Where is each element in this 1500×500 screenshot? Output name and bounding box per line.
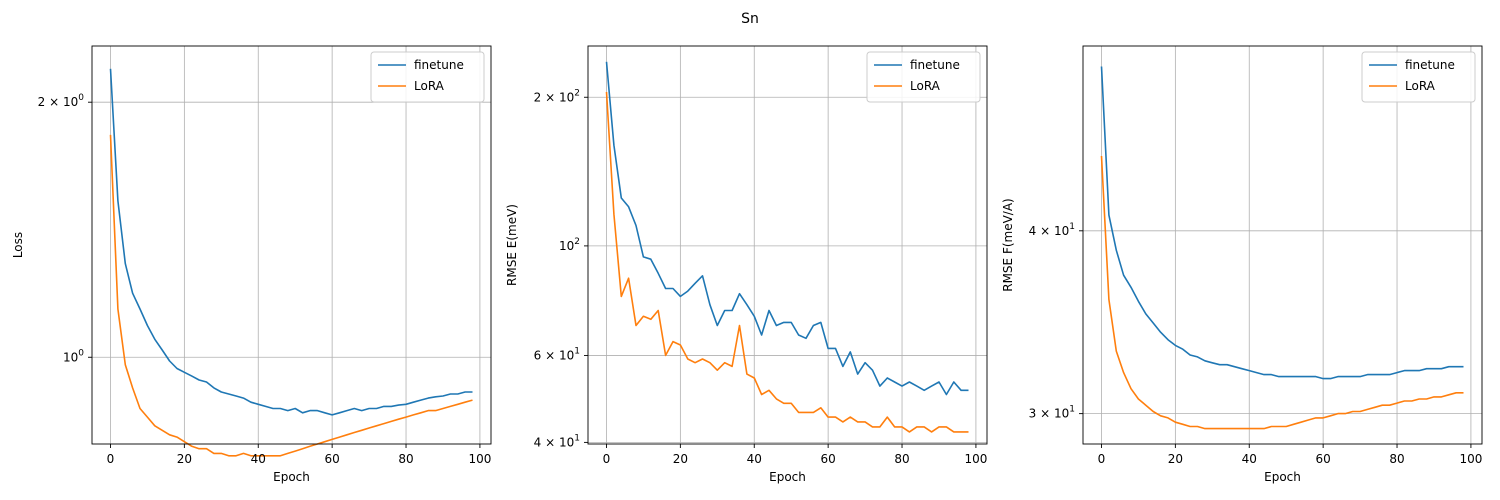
y-tick-label-base: 2 × 10 xyxy=(38,95,79,109)
y-tick-label-exponent: 1 xyxy=(1069,405,1075,415)
legend-label-finetune: finetune xyxy=(414,58,464,72)
y-tick-label: 2 × 100 xyxy=(38,93,85,109)
y-tick-label-base: 10 xyxy=(559,239,574,253)
x-axis-label: Epoch xyxy=(769,470,806,484)
series-line-finetune xyxy=(109,68,473,416)
y-tick-label-base: 6 × 10 xyxy=(534,348,575,362)
series-line-finetune xyxy=(605,61,969,396)
y-tick-label-base: 10 xyxy=(63,350,78,364)
x-tick-label: 40 xyxy=(1242,452,1257,466)
legend-label-finetune: finetune xyxy=(1405,58,1455,72)
x-tick-label: 100 xyxy=(468,452,491,466)
series-line-lora xyxy=(1100,155,1464,430)
x-tick-label: 100 xyxy=(1459,452,1482,466)
x-tick-label: 20 xyxy=(1168,452,1183,466)
x-tick-label: 80 xyxy=(398,452,413,466)
x-tick-label: 60 xyxy=(1315,452,1330,466)
legend-label-lora: LoRA xyxy=(1405,79,1436,93)
y-tick-label-exponent: 2 xyxy=(574,237,580,247)
legend-label-lora: LoRA xyxy=(910,79,941,93)
axes-frame xyxy=(587,45,988,445)
series-line-lora xyxy=(109,134,473,457)
x-tick-label: 20 xyxy=(673,452,688,466)
y-tick-label: 3 × 101 xyxy=(1029,405,1075,421)
y-tick-label-base: 3 × 10 xyxy=(1029,407,1070,421)
legend: finetune LoRA xyxy=(370,51,485,103)
figure-title: Sn xyxy=(741,11,759,27)
y-tick-label: 4 × 101 xyxy=(1029,222,1075,238)
x-tick-label: 60 xyxy=(324,452,339,466)
x-tick-label: 40 xyxy=(747,452,762,466)
x-axis-label: Epoch xyxy=(1264,470,1301,484)
x-tick-label: 0 xyxy=(107,452,115,466)
y-tick-label-exponent: 1 xyxy=(1069,222,1075,232)
y-tick-label-exponent: 0 xyxy=(78,348,84,358)
x-tick-label: 20 xyxy=(177,452,192,466)
y-tick-label-base: 4 × 10 xyxy=(1029,224,1070,238)
series-line-lora xyxy=(605,91,969,433)
legend-label-lora: LoRA xyxy=(414,79,445,93)
x-tick-label: 80 xyxy=(1389,452,1404,466)
y-tick-label: 6 × 101 xyxy=(534,346,580,362)
series-line-finetune xyxy=(1100,66,1464,380)
x-tick-label: 80 xyxy=(894,452,909,466)
y-tick-label: 4 × 101 xyxy=(534,433,580,449)
axes-frame xyxy=(1082,45,1483,445)
y-tick-label: 102 xyxy=(559,237,580,253)
y-axis-label: RMSE F(meV/A) xyxy=(1001,198,1015,292)
legend: finetune LoRA xyxy=(1361,51,1476,103)
x-tick-label: 100 xyxy=(964,452,987,466)
x-tick-label: 60 xyxy=(820,452,835,466)
y-tick-label-base: 4 × 10 xyxy=(534,435,575,449)
y-axis-label: Loss xyxy=(11,232,25,258)
x-tick-label: 40 xyxy=(251,452,266,466)
x-axis-label: Epoch xyxy=(273,470,310,484)
y-tick-label-exponent: 0 xyxy=(78,93,84,103)
y-tick-label-exponent: 1 xyxy=(574,346,580,356)
y-axis-label: RMSE E(meV) xyxy=(505,204,519,286)
x-tick-label: 0 xyxy=(1098,452,1106,466)
axes-frame xyxy=(91,45,492,445)
y-tick-label: 2 × 102 xyxy=(534,88,580,104)
y-tick-label-exponent: 1 xyxy=(574,433,580,443)
y-tick-label: 100 xyxy=(63,348,84,364)
x-tick-label: 0 xyxy=(603,452,611,466)
legend: finetune LoRA xyxy=(866,51,981,103)
legend-label-finetune: finetune xyxy=(910,58,960,72)
y-tick-label-base: 2 × 10 xyxy=(534,90,575,104)
y-tick-label-exponent: 2 xyxy=(574,88,580,98)
